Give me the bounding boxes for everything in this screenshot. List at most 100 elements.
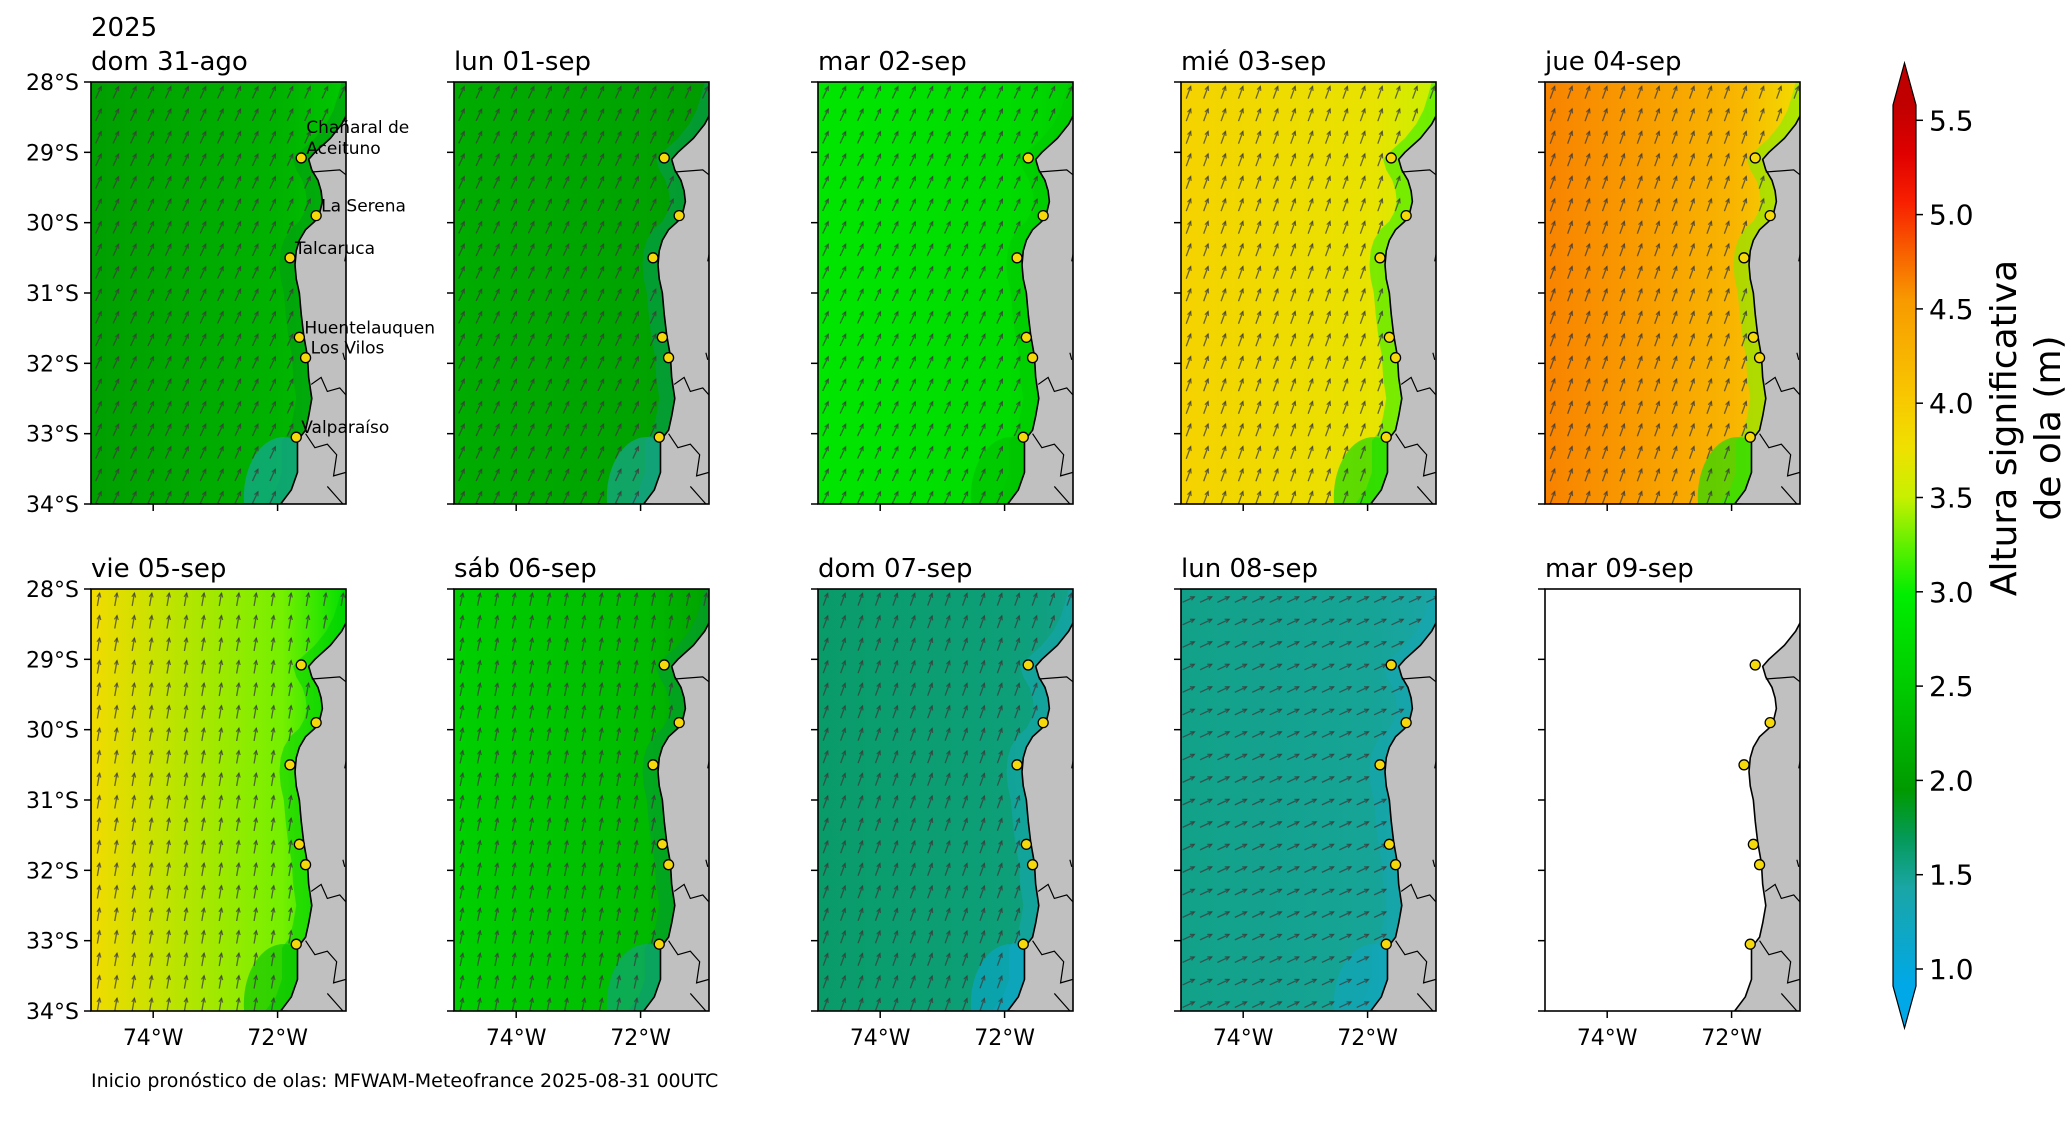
wave-arrow [1182, 731, 1195, 738]
wave-arrow-head [1381, 686, 1388, 691]
wave-arrow [1321, 596, 1334, 603]
wave-arrow-head [928, 704, 934, 711]
wave-arrow [1321, 753, 1334, 761]
wave-arrow [563, 750, 568, 764]
wave-arrow-head [1672, 265, 1678, 272]
wave-arrow [563, 705, 568, 719]
wave-arrow-head [824, 997, 829, 1004]
wave-arrow-head [254, 445, 259, 452]
wave-arrow [892, 863, 898, 876]
wave-arrow-head [633, 659, 639, 666]
wave-arrow-head [1187, 85, 1192, 91]
wave-arrow-head [1259, 663, 1266, 669]
wave-arrow-head [893, 637, 899, 643]
wave-arrow [1601, 198, 1608, 212]
wave-arrow-head [219, 377, 224, 384]
wave-arrow-head [1207, 1001, 1214, 1006]
wave-arrow-head [859, 490, 864, 497]
wave-arrow [1203, 378, 1209, 392]
wave-arrow-head [1725, 85, 1730, 91]
wave-arrow [562, 311, 570, 324]
wave-arrow-head [1239, 445, 1244, 452]
wave-arrow [978, 176, 986, 189]
wave-arrow-head [859, 400, 864, 407]
wave-arrow [131, 593, 136, 607]
wave-arrow-head [1655, 355, 1661, 362]
wave-arrow [217, 378, 224, 392]
wave-arrow [164, 333, 172, 347]
wave-arrow-head [963, 265, 969, 272]
wave-arrow [236, 593, 240, 607]
wave-arrow [529, 705, 534, 719]
wave-arrow-head [288, 884, 293, 891]
wave-arrow [269, 198, 276, 212]
wave-arrow [529, 998, 534, 1011]
panel-title: lun 08-sep [1181, 554, 1318, 584]
wave-arrow [1359, 153, 1366, 167]
wave-arrow-head [633, 636, 639, 643]
wave-arrow [546, 818, 551, 832]
wave-arrow [112, 333, 120, 347]
wave-arrow-head [564, 242, 570, 249]
wave-arrow [1584, 108, 1591, 122]
wave-arrow-head [876, 637, 881, 643]
wave-arrow-head [1294, 641, 1301, 646]
wave-arrow [218, 840, 223, 854]
wave-arrow-head [1568, 332, 1574, 339]
wave-arrow-head [529, 884, 535, 891]
wave-arrow [1706, 491, 1713, 504]
wave-arrow-head [460, 468, 465, 474]
wave-arrow [1356, 686, 1369, 693]
wave-arrow [218, 615, 223, 629]
wave-arrow [996, 131, 1003, 144]
wave-arrow [1237, 491, 1244, 504]
wave-arrow [164, 198, 172, 212]
region-border [310, 376, 346, 396]
wave-arrow [1234, 776, 1247, 783]
wave-arrow-head [184, 220, 189, 227]
wave-arrow-head [1329, 731, 1335, 736]
wave-arrow-head [167, 468, 172, 474]
wave-arrow-head [946, 468, 951, 474]
region-border [310, 883, 346, 903]
wave-arrow [616, 840, 621, 854]
wave-arrow-head [1015, 423, 1021, 429]
wave-arrow-head [911, 727, 916, 734]
wave-arrow [944, 728, 951, 741]
wave-arrow-head [288, 704, 293, 711]
wave-arrow [632, 446, 639, 459]
wave-arrow [1356, 1001, 1369, 1009]
wave-arrow-head [893, 704, 899, 711]
wave-arrow [510, 446, 518, 459]
wave-arrow-head [617, 355, 622, 362]
wave-arrow [909, 683, 916, 696]
wave-arrow [269, 311, 276, 324]
wave-arrow-head [582, 175, 587, 182]
wave-arrow-head [1603, 242, 1608, 249]
wave-arrow [874, 108, 882, 122]
wave-arrow [1286, 798, 1300, 806]
wave-arrow-head [460, 152, 465, 159]
wave-arrow-head [564, 130, 570, 137]
region-border [342, 859, 346, 867]
wave-arrow-head [271, 423, 277, 429]
wave-arrow-head [911, 682, 916, 689]
wave-arrow-head [616, 996, 622, 1003]
wave-arrow [1272, 423, 1279, 437]
wave-arrow-head [1551, 242, 1556, 249]
wave-arrow-head [97, 377, 102, 384]
wave-arrow-head [582, 242, 587, 249]
site-marker [1383, 838, 1396, 850]
wave-arrow-head [149, 377, 155, 384]
wave-arrow-head [1015, 355, 1021, 362]
wave-arrow [1031, 176, 1038, 189]
wave-arrow [218, 818, 223, 832]
wave-arrow-head [1189, 821, 1196, 826]
wave-arrow [476, 795, 481, 809]
wave-arrow [581, 908, 586, 922]
wave-arrow-head [1294, 933, 1301, 939]
wave-arrow [129, 288, 137, 302]
wave-arrow [114, 728, 118, 742]
wave-arrow [166, 953, 170, 967]
wave-arrow-head [928, 749, 934, 756]
